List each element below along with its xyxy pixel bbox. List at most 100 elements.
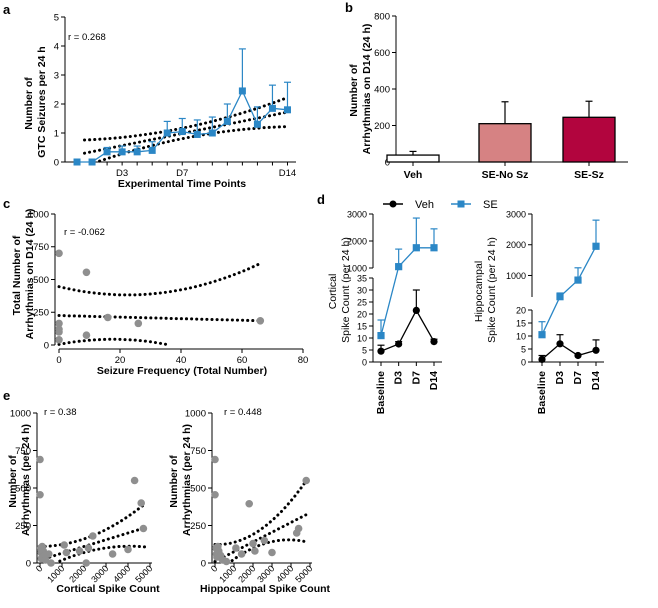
- panel-d2-veh-point: [538, 355, 546, 363]
- panel-e1-x-tick-label: 3000: [89, 563, 110, 584]
- panel-label-c: c: [3, 196, 10, 211]
- panel-d1-category-label: D14: [428, 371, 440, 390]
- panel-e2-point: [302, 476, 311, 485]
- panel-d2-upper-y-tick-label: 3000: [506, 209, 526, 219]
- panel-e2-y-tick-label: 500: [190, 483, 206, 494]
- panel-d1-upper-y-tick-label: 1000: [347, 263, 367, 273]
- panel-e2-y-tick-label: 0: [201, 558, 206, 569]
- panel-b-y-tick-label: 800: [374, 11, 390, 22]
- panel-e1-fit-line: [38, 526, 148, 562]
- panel-e2-fit-line: [213, 513, 308, 563]
- panel-e1-point: [36, 455, 44, 464]
- panel-e2-point: [294, 524, 303, 533]
- panel-c-point: [55, 249, 63, 258]
- panel-a-point: [223, 117, 231, 125]
- panel-b-category-label: SE-Sz: [574, 169, 604, 181]
- panel-c-xlabel: Seizure Frequency (Total Number): [97, 365, 267, 377]
- panel-d2-lower-y-tick-label: 0: [521, 357, 526, 367]
- panel-e2-y-tick-label: 250: [190, 521, 206, 532]
- panel-a-annotation: r = 0.268: [68, 32, 106, 43]
- panel-d1-lower-y-tick-label: 0: [362, 357, 367, 367]
- panel-e1-point: [60, 541, 68, 549]
- panel-d1-se-point: [412, 244, 420, 252]
- panel-label-b: b: [345, 0, 353, 15]
- panel-e2-point: [268, 548, 276, 557]
- panel-e1-ci-upper: [38, 501, 148, 548]
- panel-d1-se-point: [377, 332, 385, 340]
- panel-e1-y-tick-label: 750: [15, 446, 31, 457]
- panel-c-point: [55, 328, 63, 336]
- panel-e1-point: [62, 548, 71, 557]
- panel-e2-x-tick-label: 0: [209, 563, 220, 574]
- panel-d2-se-line: [541, 245, 597, 335]
- legend-se-label: SE: [483, 199, 498, 211]
- panel-d2-veh-line: [541, 342, 597, 360]
- panel-a-point: [253, 120, 261, 128]
- panel-a-xlabel: Experimental Time Points: [118, 178, 246, 190]
- panel-d1-lower-y-tick-label: 10: [357, 333, 367, 343]
- panel-b-y-tick-label: 600: [374, 48, 390, 59]
- panel-label-d: d: [317, 192, 325, 207]
- panel-d1-lower-y-tick-label: 35: [357, 273, 367, 283]
- panel-e2-point: [211, 455, 219, 464]
- panel-e2-point: [245, 499, 253, 508]
- panel-d2-se-point: [574, 276, 582, 284]
- panel-d1-veh-line: [380, 309, 435, 352]
- panel-d2-veh-point: [574, 351, 582, 360]
- panel-e2-x-tick-label: 3000: [255, 563, 276, 584]
- panel-d1-veh-point: [395, 340, 403, 348]
- panel-e1-point: [82, 559, 90, 567]
- panel-c-y-tick-label: 250: [33, 308, 49, 319]
- panel-a-y-tick-label: 0: [54, 157, 59, 168]
- panel-d1-se-point: [430, 244, 438, 252]
- panel-label-a: a: [3, 2, 11, 17]
- panel-e1-y-tick-label: 500: [15, 483, 31, 494]
- panel-e2-point: [251, 547, 259, 555]
- panel-a-x-tick-label: D7: [176, 168, 188, 179]
- panel-e1-point: [124, 545, 132, 554]
- panel-a-point: [238, 87, 246, 95]
- panel-b-bar: [562, 116, 616, 163]
- panel-a-point: [103, 148, 111, 156]
- panel-a-ci-lower: [98, 125, 289, 163]
- panel-e1-point: [45, 550, 53, 558]
- panel-a-point: [73, 158, 81, 166]
- panel-e-chart: Number of Arrhythmias (per 24 h) Cortica…: [7, 407, 331, 595]
- panel-c-x-tick-label: 20: [115, 355, 126, 366]
- panel-e2-point: [260, 536, 269, 545]
- panel-d1-ylabel: Cortical Spike Count (per 24 h): [327, 237, 352, 343]
- panel-c-point: [104, 313, 112, 322]
- panel-a-point: [193, 130, 201, 138]
- panel-a-ci-upper: [83, 96, 289, 142]
- panel-e1-ci-lower: [58, 544, 148, 563]
- panel-c-y-tick-label: 0: [44, 340, 49, 351]
- panel-a-point: [118, 148, 126, 156]
- panel-d1-lower-y-tick-label: 30: [357, 285, 367, 295]
- panel-c-point: [82, 331, 91, 339]
- panel-d1-se-line: [380, 247, 434, 336]
- legend-veh-marker: [389, 200, 397, 208]
- panel-d-chart: Veh SE Cortical Spike Count (per 24 h) H…: [327, 199, 604, 414]
- panel-d1-lower-y-tick-label: 20: [357, 309, 367, 319]
- panel-b-y-tick-label: 0: [385, 157, 390, 168]
- panel-e1-ylabel: Number of Arrhythmias (per 24 h): [7, 424, 32, 536]
- panel-d2-category-label: Baseline: [536, 371, 548, 414]
- panel-e2-xlabel: Hippocampal Spike Count: [200, 583, 331, 595]
- panel-a-y-tick-label: 5: [54, 12, 59, 23]
- legend: Veh SE: [383, 199, 498, 211]
- panel-label-e: e: [3, 388, 10, 403]
- panel-d2-se-point: [556, 293, 564, 301]
- panel-e1-point: [47, 559, 55, 567]
- panel-e2-x-tick-label: 5000: [293, 563, 314, 584]
- panel-e2-x-tick-label: 2000: [236, 563, 257, 584]
- panel-d2-lower-y-tick-label: 20: [516, 305, 526, 315]
- panel-e1-x-tick-label: 1000: [45, 563, 66, 584]
- panel-a-point: [268, 104, 276, 112]
- panel-a-point: [283, 106, 291, 114]
- panel-b-bar: [478, 123, 532, 163]
- panel-d2-category-label: D14: [590, 371, 602, 390]
- panel-e1-point: [108, 550, 117, 558]
- legend-veh-label: Veh: [415, 199, 434, 211]
- panel-c-y-tick-label: 750: [33, 242, 49, 253]
